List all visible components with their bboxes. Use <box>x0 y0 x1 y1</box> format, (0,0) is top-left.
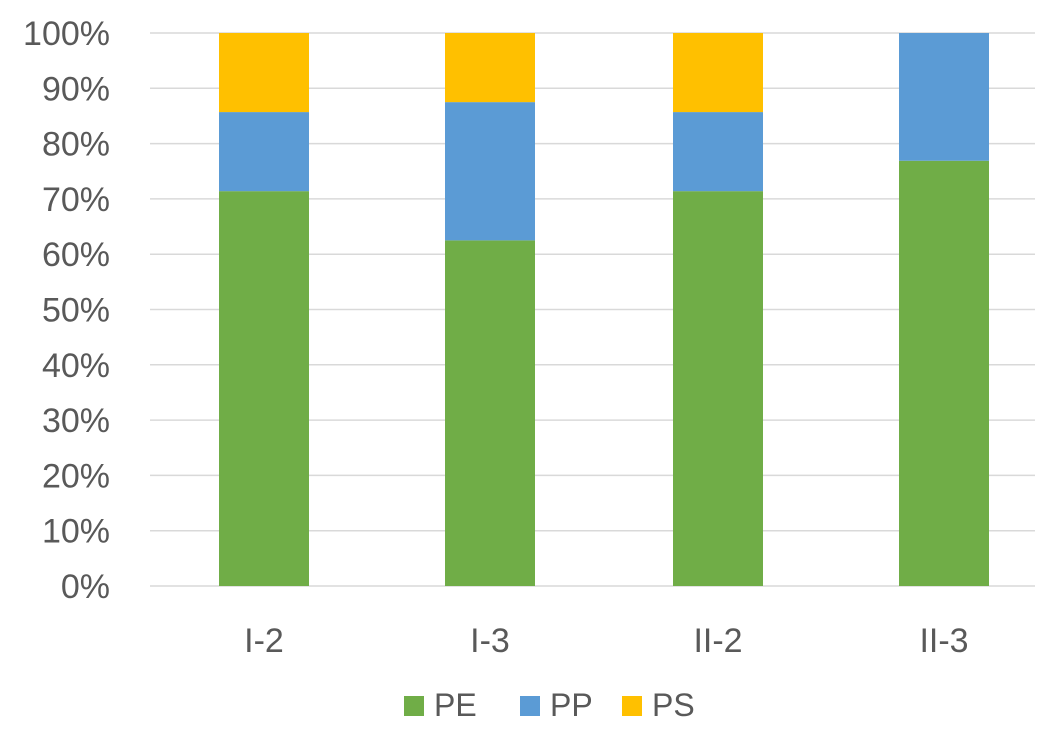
bar-I-2-PE <box>219 191 309 586</box>
x-category-label-3: II-3 <box>919 622 968 660</box>
bar-II-2-PE <box>673 191 763 586</box>
y-tick-label-0: 0% <box>61 568 110 606</box>
y-tick-label-1: 10% <box>42 513 110 551</box>
y-tick-label-9: 90% <box>42 70 110 108</box>
y-tick-label-3: 30% <box>42 402 110 440</box>
x-axis-category-labels: I-2 I-3 II-2 II-3 <box>244 622 968 660</box>
y-tick-label-4: 40% <box>42 347 110 385</box>
y-tick-label-10: 100% <box>23 15 110 53</box>
legend-label-PP: PP <box>550 687 593 723</box>
legend-swatch-PE <box>404 696 424 716</box>
y-axis-tick-labels: 0% 10% 20% 30% 40% 50% 60% 70% 80% 90% 100% <box>23 15 110 606</box>
x-category-label-2: II-2 <box>693 622 742 660</box>
bar-I-3-PP <box>445 102 535 241</box>
legend-swatch-PS <box>622 696 642 716</box>
bar-I-2-PS <box>219 33 309 113</box>
y-tick-label-6: 60% <box>42 236 110 274</box>
bar-I-3-PS <box>445 33 535 103</box>
x-category-label-1: I-3 <box>470 622 510 660</box>
legend-label-PE: PE <box>434 687 477 723</box>
bar-I-3-PE <box>445 240 535 586</box>
bar-II-3-PP <box>899 33 989 161</box>
bars <box>219 33 989 587</box>
bar-II-3-PE <box>899 160 989 587</box>
legend-swatch-PP <box>520 696 540 716</box>
bar-II-2-PS <box>673 33 763 113</box>
y-tick-label-8: 80% <box>42 126 110 164</box>
bar-I-2-PP <box>219 112 309 192</box>
legend: PE PP PS <box>404 687 695 723</box>
legend-label-PS: PS <box>652 687 695 723</box>
y-tick-label-7: 70% <box>42 181 110 219</box>
x-category-label-0: I-2 <box>244 622 284 660</box>
y-tick-label-5: 50% <box>42 292 110 330</box>
bar-II-2-PP <box>673 112 763 192</box>
y-tick-label-2: 20% <box>42 457 110 495</box>
